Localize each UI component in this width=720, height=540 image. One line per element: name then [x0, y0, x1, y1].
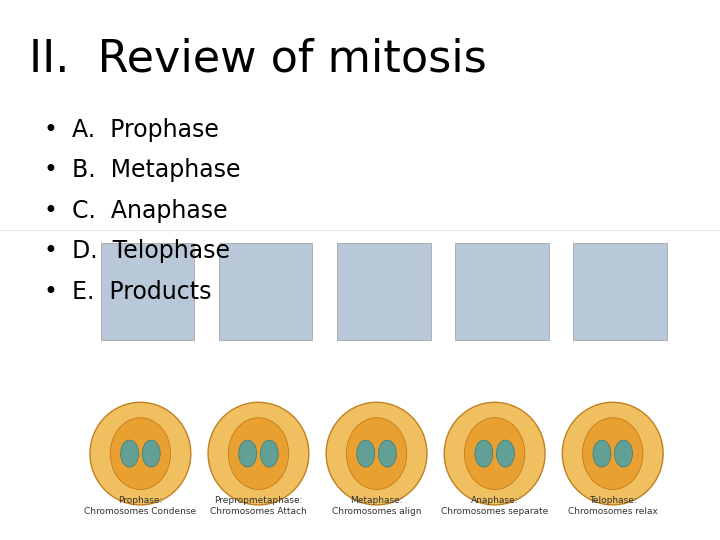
Ellipse shape [615, 440, 633, 467]
Text: Metaphase:
Chromosomes align: Metaphase: Chromosomes align [332, 496, 421, 516]
FancyBboxPatch shape [455, 243, 549, 340]
Text: Telophase:
Chromosomes relax: Telophase: Chromosomes relax [568, 496, 657, 516]
Text: D.  Telophase: D. Telophase [72, 239, 230, 263]
Ellipse shape [496, 440, 514, 467]
Ellipse shape [582, 418, 643, 489]
Ellipse shape [143, 440, 161, 467]
Text: •: • [43, 118, 57, 141]
FancyBboxPatch shape [101, 243, 194, 340]
Ellipse shape [238, 440, 256, 467]
FancyBboxPatch shape [337, 243, 431, 340]
Ellipse shape [378, 440, 396, 467]
FancyBboxPatch shape [219, 243, 312, 340]
Ellipse shape [110, 418, 171, 489]
Ellipse shape [261, 440, 278, 467]
Text: B.  Metaphase: B. Metaphase [72, 158, 240, 182]
Ellipse shape [356, 440, 374, 467]
Text: A.  Prophase: A. Prophase [72, 118, 219, 141]
Text: II.  Review of mitosis: II. Review of mitosis [29, 38, 487, 81]
Ellipse shape [208, 402, 309, 505]
FancyBboxPatch shape [573, 243, 667, 340]
Text: •: • [43, 280, 57, 303]
Text: Prophase:
Chromosomes Condense: Prophase: Chromosomes Condense [84, 496, 197, 516]
Ellipse shape [562, 402, 663, 505]
Ellipse shape [444, 402, 545, 505]
Text: Prepropmetaphase:
Chromosomes Attach: Prepropmetaphase: Chromosomes Attach [210, 496, 307, 516]
Ellipse shape [474, 440, 492, 467]
Text: C.  Anaphase: C. Anaphase [72, 199, 228, 222]
Text: •: • [43, 158, 57, 182]
Ellipse shape [593, 440, 611, 467]
Text: Anaphase:
Chromosomes separate: Anaphase: Chromosomes separate [441, 496, 548, 516]
Ellipse shape [464, 418, 525, 489]
Ellipse shape [346, 418, 407, 489]
Text: •: • [43, 239, 57, 263]
Ellipse shape [228, 418, 289, 489]
Ellipse shape [121, 440, 138, 467]
Ellipse shape [326, 402, 427, 505]
Ellipse shape [90, 402, 191, 505]
Text: E.  Products: E. Products [72, 280, 212, 303]
Text: •: • [43, 199, 57, 222]
